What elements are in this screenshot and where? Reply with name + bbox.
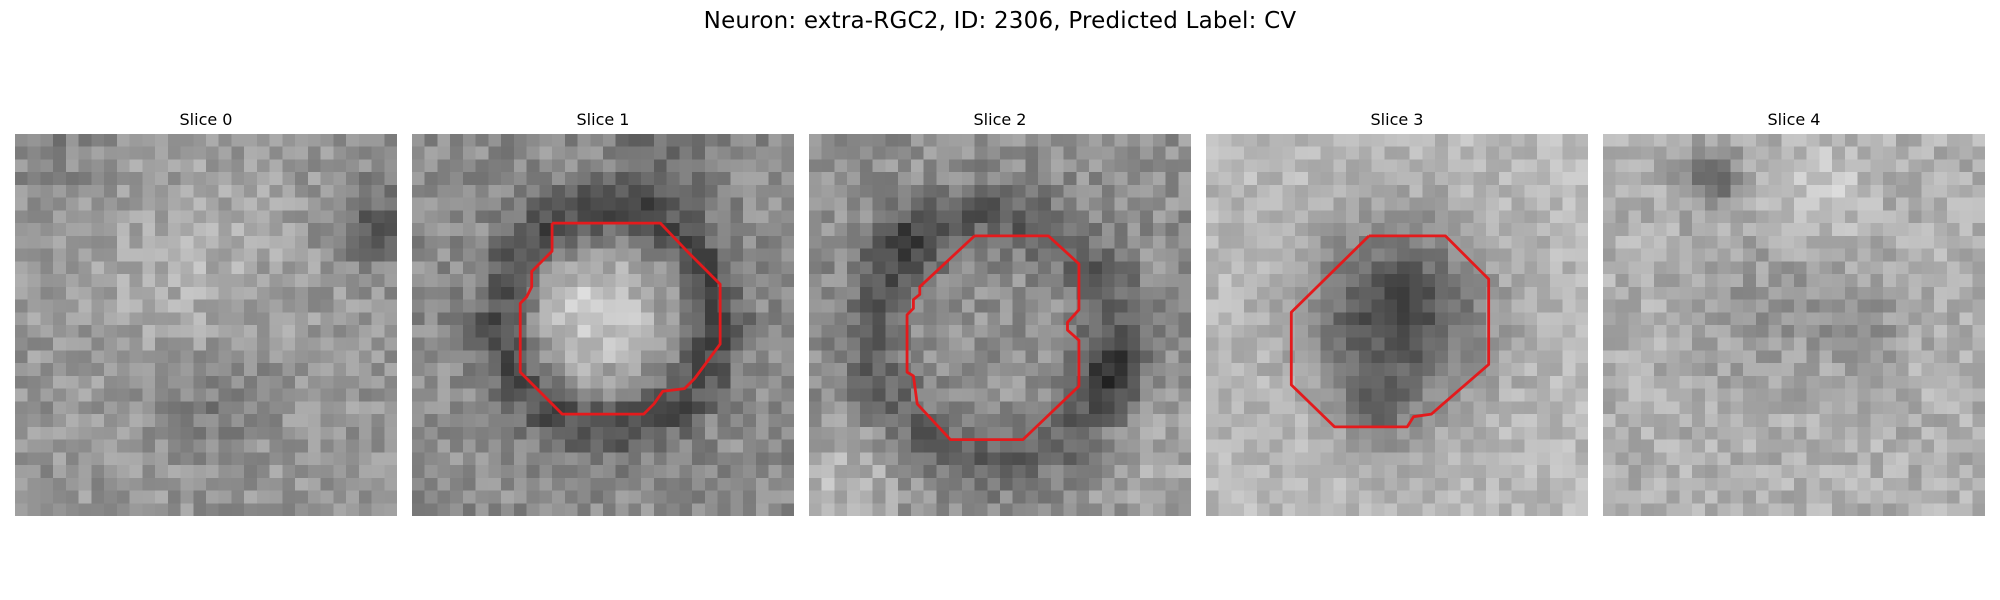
slice-3-image [1206,134,1588,516]
pixel-grid [1603,134,1985,516]
slice-0-image [15,134,397,516]
slice-image [412,134,794,516]
slice-image [1603,134,1985,516]
segmentation-contour [1289,234,1491,429]
pixel-grid [15,134,397,516]
slice-image [1206,134,1588,516]
slice-title: Slice 2 [973,110,1027,129]
pixel-grid [809,134,1191,516]
slice-image [15,134,397,516]
slice-4-image [1603,134,1985,516]
slice-title: Slice 1 [576,110,630,129]
segmentation-contour [905,234,1081,442]
slice-title: Slice 4 [1767,110,1821,129]
slice-title: Slice 0 [179,110,233,129]
slice-2-image [809,134,1191,516]
segmentation-contour [518,221,722,416]
pixel-grid [1206,134,1588,516]
slice-1-image [412,134,794,516]
figure-title: Neuron: extra-RGC2, ID: 2306, Predicted … [703,8,1297,34]
slice-title: Slice 3 [1370,110,1424,129]
pixel-grid [412,134,794,516]
slice-image [809,134,1191,516]
